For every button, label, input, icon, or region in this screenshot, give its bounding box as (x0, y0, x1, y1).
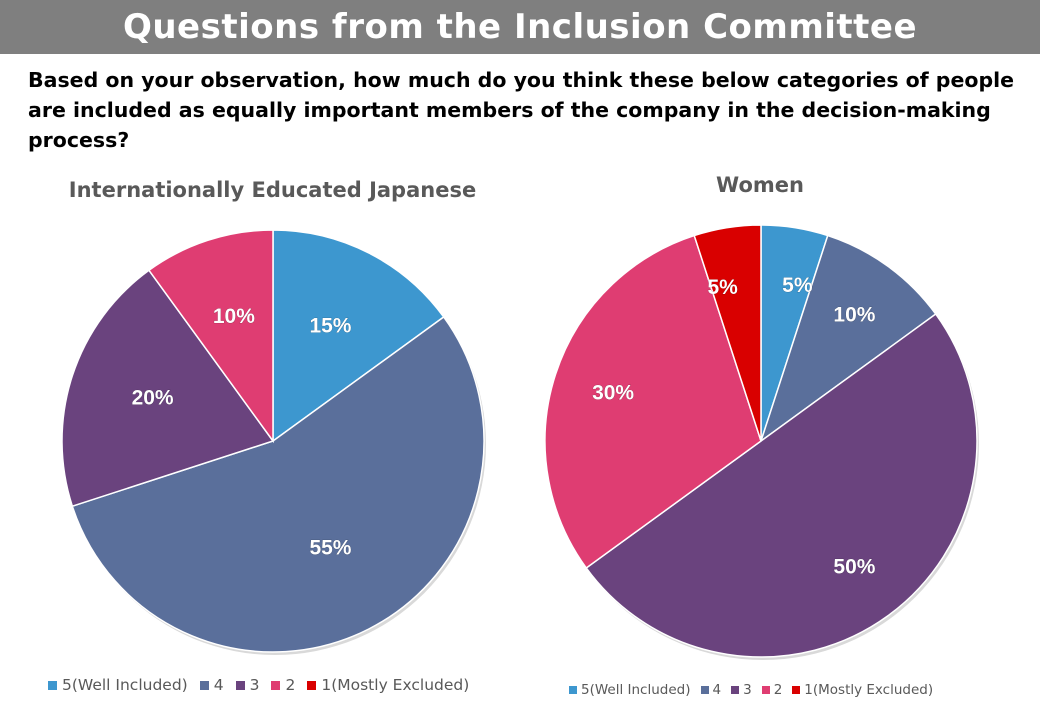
survey-question: Based on your observation, how much do y… (28, 68, 1015, 152)
legend-swatch (700, 686, 709, 694)
legend-swatch (271, 680, 281, 690)
legend-item-5-well-included: 5(Well Included) (569, 682, 691, 698)
data-label-women-3: 50% (833, 555, 875, 578)
data-label-women-1-mostly-excluded: 5% (707, 276, 738, 299)
legend-label: 5(Well Included) (581, 682, 691, 698)
legend-swatch (761, 686, 770, 694)
slice-women-4 (759, 234, 937, 443)
chart-title-japanese: Internationally Educated Japanese (68, 178, 477, 202)
slice-japanese-3 (61, 269, 275, 508)
legend-women: 5(Well Included) 4 3 2 1(Mostly Excluded) (569, 682, 943, 698)
slice-japanese-5-well-included (272, 229, 445, 443)
legend-item-3: 3 (731, 682, 752, 698)
legend-item-3: 3 (235, 676, 260, 694)
data-label-japanese-3: 20% (132, 386, 174, 409)
legend-swatch (792, 686, 801, 694)
legend-swatch (235, 680, 245, 690)
legend-label: 5(Well Included) (62, 676, 188, 694)
page-title: Questions from the Inclusion Committee (0, 0, 1040, 54)
legend-item-1-mostly-excluded: 1(Mostly Excluded) (792, 682, 933, 698)
data-label-japanese-2: 10% (213, 305, 255, 328)
legend-item-2: 2 (761, 682, 783, 698)
legend-label: 1(Mostly Excluded) (321, 676, 470, 694)
legend-label: 4 (213, 676, 224, 694)
slice-women-2 (544, 234, 762, 570)
legend-swatch (48, 680, 57, 690)
slice-women-3 (585, 312, 978, 658)
slice-japanese-2 (147, 229, 274, 444)
legend-japanese: 5(Well Included) 4 3 2 1(Mostly Excluded) (48, 676, 481, 694)
legend-label: 2 (773, 682, 783, 698)
legend-label: 1(Mostly Excluded) (804, 682, 934, 698)
legend-swatch (731, 686, 740, 694)
data-label-women-5-well-included: 5% (782, 274, 813, 297)
legend-item-4: 4 (700, 682, 722, 698)
legend-item-5-well-included: 5(Well Included) (48, 676, 188, 694)
legend-item-1-mostly-excluded: 1(Mostly Excluded) (307, 676, 469, 694)
legend-swatch (307, 680, 317, 690)
chart-title-women: Women (716, 173, 804, 197)
legend-item-4: 4 (199, 676, 224, 694)
data-label-women-2: 30% (592, 381, 634, 404)
legend-swatch (569, 686, 577, 694)
data-label-women-4: 10% (833, 304, 875, 327)
data-label-japanese-4: 55% (309, 536, 351, 559)
legend-swatch (199, 680, 209, 690)
legend-item-2: 2 (271, 676, 295, 694)
slice-women-1-mostly-excluded (693, 224, 762, 442)
data-label-japanese-5-well-included: 15% (309, 315, 351, 338)
legend-label: 4 (712, 682, 722, 698)
slice-japanese-4 (71, 315, 485, 653)
legend-label: 2 (285, 676, 296, 694)
legend-label: 3 (249, 676, 260, 694)
legend-label: 3 (743, 682, 752, 698)
